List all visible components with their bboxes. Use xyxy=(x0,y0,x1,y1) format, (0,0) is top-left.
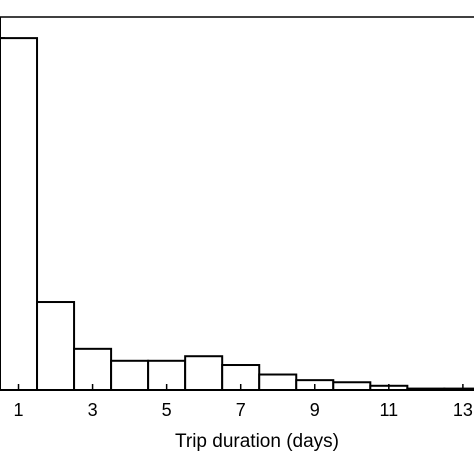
histogram-bar-10 xyxy=(332,381,372,391)
histogram-bar-8 xyxy=(258,373,298,391)
x-tick-label: 11 xyxy=(379,400,398,420)
histogram-bar-13 xyxy=(443,387,474,391)
histogram-bar-1 xyxy=(0,37,39,391)
x-tick-label: 9 xyxy=(310,400,320,420)
x-tick-label: 3 xyxy=(88,400,98,420)
histogram-bar-2 xyxy=(36,301,76,391)
x-axis-label: Trip duration (days) xyxy=(175,431,339,452)
histogram-bar-6 xyxy=(184,355,224,392)
x-tick-label: 5 xyxy=(162,400,172,420)
histogram-bar-3 xyxy=(73,347,113,392)
x-ticks: 1 3 5 7 9 11 13 xyxy=(14,384,473,420)
histogram-bar-4 xyxy=(110,359,150,391)
histogram-bar-12 xyxy=(406,387,446,391)
x-tick-label: 13 xyxy=(453,400,473,420)
x-tick-label: 1 xyxy=(14,400,24,420)
x-tick-label: 7 xyxy=(236,400,246,420)
bars xyxy=(0,37,474,392)
